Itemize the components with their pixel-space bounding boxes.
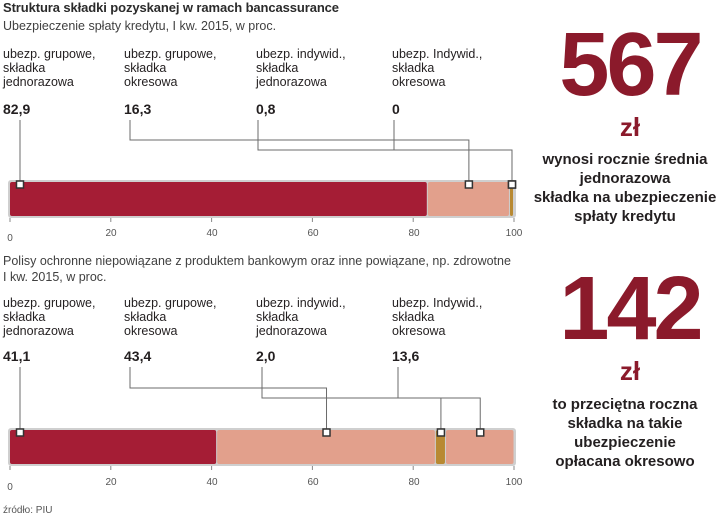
chart2-marker-2	[322, 428, 331, 437]
chart2-value-grupowe-jednorazowa: 41,1	[3, 348, 31, 364]
chart1-value-indywid-jednorazowa: 0,8	[256, 101, 276, 117]
chart1-label-indywid-okresowa: ubezp. Indywid., składka okresowa	[392, 47, 483, 89]
chart1-label-grupowe-jednorazowa: ubezp. grupowe, składka jednorazowa	[3, 47, 96, 89]
chart2-label-grupowe-okresowa: ubezp. grupowe, składka okresowa	[124, 296, 217, 338]
chart1-tick-20: 20	[105, 228, 117, 239]
chart1-label-grupowe-okresowa: ubezp. grupowe, składka okresowa	[124, 47, 217, 89]
chart2-bar-segment-2	[217, 430, 435, 464]
headline2-number: 142	[559, 259, 703, 359]
chart2-connector-4	[397, 367, 481, 432]
headline1-unit: zł	[619, 112, 641, 142]
chart1-marker-4	[507, 180, 517, 189]
chart1-tick-40: 40	[206, 228, 218, 239]
chart2-subtitle: Polisy ochronne niepowiązane z produktem…	[3, 254, 511, 284]
chart1-tick-100: 100	[505, 228, 523, 239]
chart2-label-indywid-okresowa: ubezp. Indywid., składka okresowa	[392, 296, 483, 338]
chart1-bar-segment-3	[509, 182, 513, 216]
chart2-tick-60: 60	[307, 477, 319, 488]
chart2-marker-4	[475, 428, 485, 437]
chart1-value-grupowe-jednorazowa: 82,9	[3, 101, 31, 117]
chart2-connector-2	[129, 367, 328, 432]
chart1-tick-0: 0	[7, 233, 13, 244]
chart1-tick-60: 60	[307, 228, 319, 239]
chart1-tick-80: 80	[408, 228, 420, 239]
chart1-marker-1	[15, 180, 25, 189]
chart1-connector-3	[257, 120, 513, 184]
chart1-value-indywid-okresowa: 0	[392, 101, 400, 117]
chart2-bar-segment-4	[445, 430, 514, 464]
chart2-marker-1	[15, 428, 25, 437]
chart2-tick-80: 80	[408, 477, 420, 488]
chart2-connector-3	[261, 367, 442, 432]
chart2-label-grupowe-jednorazowa: ubezp. grupowe, składka jednorazowa	[3, 296, 96, 338]
chart1-subtitle: Ubezpieczenie spłaty kredytu, I kw. 2015…	[3, 19, 277, 33]
chart2-value-indywid-okresowa: 13,6	[392, 348, 420, 364]
chart1-label-indywid-jednorazowa: ubezp. indywid., składka jednorazowa	[256, 47, 346, 89]
chart2-label-indywid-jednorazowa: ubezp. indywid., składka jednorazowa	[256, 296, 346, 338]
chart1-connector-2	[129, 120, 470, 184]
chart2-tick-40: 40	[206, 477, 218, 488]
headline1-number: 567	[559, 15, 703, 115]
chart2-tick-0: 0	[7, 482, 13, 493]
chart1-connector-4	[393, 120, 513, 184]
chart2-tick-100: 100	[505, 477, 523, 488]
chart-title: Struktura składki pozyskanej w ramach ba…	[3, 0, 339, 15]
chart2-bar-segment-1	[10, 430, 217, 464]
chart1-marker-2	[464, 180, 474, 189]
chart1-bar-segment-2	[427, 182, 509, 216]
source-note: źródło: PIU	[3, 505, 53, 516]
headline2-unit: zł	[619, 356, 641, 386]
chart1-value-grupowe-okresowa: 16,3	[124, 101, 152, 117]
chart2-bar-segment-3	[435, 430, 445, 464]
chart1-bar-segment-1	[10, 182, 427, 216]
chart2-value-grupowe-okresowa: 43,4	[124, 348, 152, 364]
chart2-marker-3	[436, 428, 446, 437]
headline1-description: wynosi rocznie średnia jednorazowa skład…	[533, 151, 717, 225]
chart2-value-indywid-jednorazowa: 2,0	[256, 348, 276, 364]
chart2-tick-20: 20	[105, 477, 117, 488]
headline2-description: to przeciętna roczna składka na takie ub…	[552, 396, 698, 470]
